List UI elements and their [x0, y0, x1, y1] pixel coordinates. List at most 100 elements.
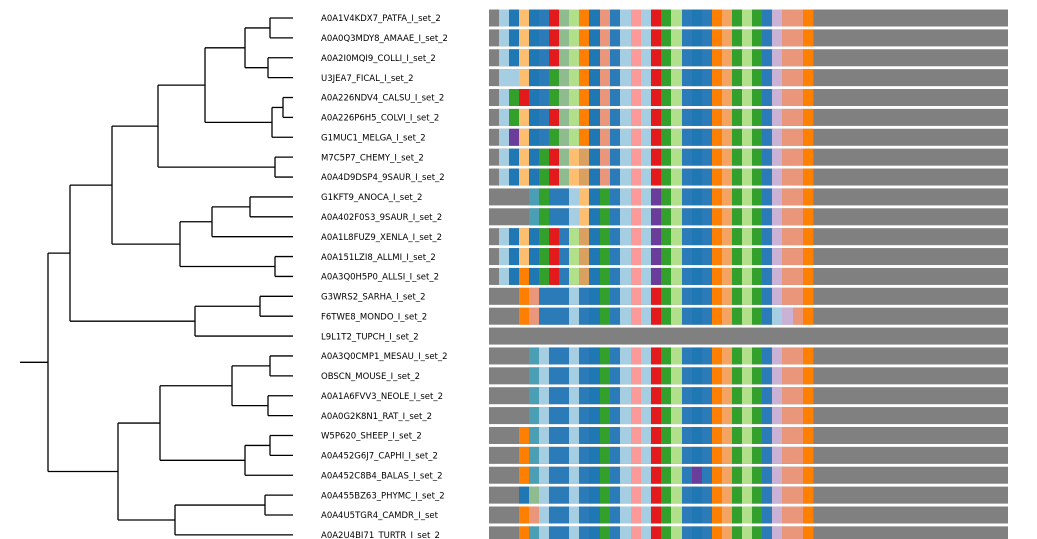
alignment-cell — [671, 248, 683, 266]
alignment-cell — [722, 506, 733, 524]
alignment-cell — [762, 148, 773, 166]
alignment-cell — [569, 486, 580, 504]
alignment-cell — [803, 347, 814, 365]
alignment-cell — [682, 148, 693, 166]
alignment-cell — [702, 9, 713, 27]
alignment-cell — [712, 188, 723, 206]
alignment-cell — [499, 248, 510, 266]
alignment-cell — [661, 188, 672, 206]
alignment-cell — [631, 466, 642, 484]
alignment-cell — [529, 188, 540, 206]
alignment-cell — [600, 426, 611, 444]
alignment-cell — [661, 49, 672, 67]
alignment-cell — [569, 188, 580, 206]
sequence-alignment-panel — [489, 9, 1008, 539]
phylogenetic-tree — [20, 17, 293, 536]
alignment-cell — [732, 9, 743, 27]
alignment-cell — [509, 248, 520, 266]
alignment-cell — [762, 526, 773, 539]
alignment-cell — [793, 486, 804, 504]
alignment-cell — [793, 128, 804, 146]
alignment-cell — [803, 526, 814, 539]
alignment-cell — [782, 267, 794, 285]
alignment-cell — [651, 446, 662, 464]
alignment-cell — [661, 69, 672, 87]
alignment-cell — [671, 446, 683, 464]
alignment-cell — [742, 148, 753, 166]
alignment-cell — [793, 426, 804, 444]
alignment-cell — [519, 486, 530, 504]
leaf-label: W5P620_SHEEP_I_set_2 — [321, 432, 422, 442]
alignment-cell — [661, 108, 672, 126]
alignment-cell — [519, 128, 530, 146]
leaf-label: A0A3Q0H5P0_ALLSI_I_set_2 — [321, 273, 439, 283]
alignment-cell — [722, 69, 733, 87]
leaf-label: G1MUC1_MELGA_I_set_2 — [321, 134, 426, 144]
alignment-cell — [610, 248, 621, 266]
alignment-cell — [610, 387, 621, 405]
alignment-cell — [702, 128, 713, 146]
alignment-cell — [762, 267, 773, 285]
alignment-cell — [610, 128, 621, 146]
alignment-cell — [702, 367, 713, 385]
alignment-cell — [692, 446, 703, 464]
alignment-cell — [803, 248, 814, 266]
alignment-cell — [589, 89, 601, 107]
alignment-cell — [589, 128, 601, 146]
alignment-cell — [589, 387, 601, 405]
alignment-cell — [712, 526, 723, 539]
alignment-cell — [529, 248, 540, 266]
alignment-cell — [742, 466, 753, 484]
alignment-cell — [732, 128, 743, 146]
alignment-cell — [692, 486, 703, 504]
alignment-cell — [579, 307, 590, 325]
leaf-labels: A0A1V4KDX7_PATFA_I_set_2 A0A0Q3MDY8_AMAAE… — [321, 14, 448, 539]
alignment-cell — [620, 29, 632, 47]
alignment-cell — [509, 89, 520, 107]
alignment-cell — [620, 267, 632, 285]
alignment-cell — [762, 228, 773, 246]
leaf-label: A0A0G2K8N1_RAT_I_set_2 — [321, 412, 432, 422]
alignment-cell — [742, 506, 753, 524]
alignment-row — [489, 307, 1008, 325]
alignment-cell — [641, 69, 652, 87]
alignment-cell — [772, 128, 783, 146]
alignment-cell — [712, 89, 723, 107]
alignment-cell — [519, 168, 530, 186]
alignment-cell — [772, 228, 783, 246]
alignment-cell — [782, 367, 794, 385]
alignment-cell — [722, 387, 733, 405]
alignment-cell — [793, 506, 804, 524]
alignment-cell — [579, 486, 590, 504]
alignment-cell — [620, 108, 632, 126]
alignment-row — [489, 486, 1008, 504]
alignment-cell — [782, 486, 794, 504]
alignment-cell — [712, 69, 723, 87]
alignment-cell — [762, 347, 773, 365]
alignment-cell — [752, 387, 763, 405]
alignment-cell — [712, 228, 723, 246]
alignment-cell — [712, 168, 723, 186]
alignment-cell — [600, 526, 611, 539]
alignment-cell — [519, 526, 530, 539]
alignment-cell — [793, 168, 804, 186]
alignment-cell — [692, 228, 703, 246]
alignment-cell — [803, 9, 814, 27]
alignment-cell — [671, 49, 683, 67]
alignment-cell — [519, 248, 530, 266]
alignment-cell — [600, 208, 611, 226]
alignment-cell — [610, 287, 621, 305]
alignment-cell — [641, 29, 652, 47]
alignment-cell — [549, 148, 560, 166]
alignment-cell — [722, 108, 733, 126]
alignment-cell — [499, 49, 510, 67]
alignment-cell — [803, 29, 814, 47]
alignment-cell — [793, 466, 804, 484]
alignment-cell — [752, 426, 763, 444]
alignment-cell — [782, 248, 794, 266]
alignment-cell — [712, 506, 723, 524]
alignment-cell — [692, 287, 703, 305]
alignment-cell — [682, 526, 693, 539]
leaf-label: M7C5P7_CHEMY_I_set_2 — [321, 153, 424, 163]
alignment-cell — [772, 188, 783, 206]
